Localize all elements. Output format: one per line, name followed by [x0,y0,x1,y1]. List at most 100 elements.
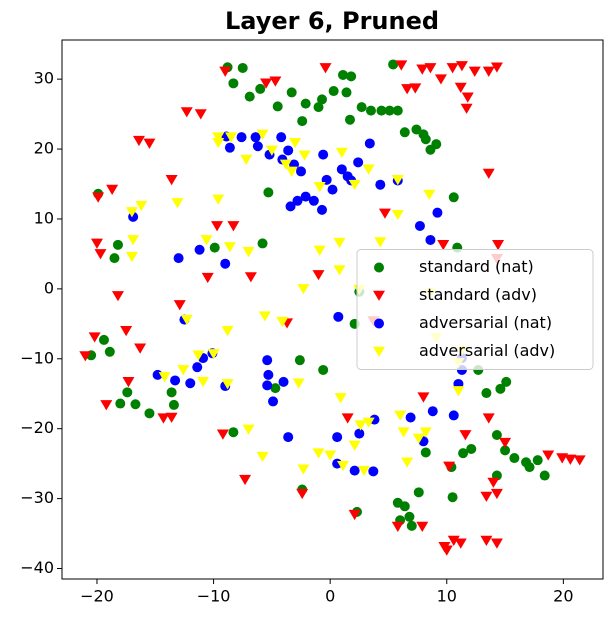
point [420,447,431,458]
x-tick-label: −10 [197,587,231,606]
point [125,251,138,263]
y-tick-label: −30 [20,488,54,507]
point [268,396,279,407]
point [192,350,205,361]
point [500,445,511,456]
point [424,63,437,74]
point [334,393,347,404]
point [448,192,459,203]
point [399,127,410,138]
point [212,137,225,149]
y-tick-label: 30 [34,69,54,88]
point [111,291,124,302]
point [336,164,347,175]
point [461,92,474,103]
point [112,239,123,250]
point [207,349,220,360]
point [296,166,307,177]
point [404,511,415,522]
point [336,460,349,472]
point [225,132,238,143]
point [219,66,232,77]
point [180,107,193,118]
point [458,448,469,459]
point [454,538,467,549]
point [256,129,269,140]
point [492,240,505,251]
point [401,84,414,95]
legend-marker [373,290,385,301]
point [419,427,432,438]
point [417,392,430,403]
point [252,141,263,152]
point [427,406,438,417]
point [348,179,361,191]
point [412,433,425,444]
legend: standard (nat) standard (adv) adversarial … [356,249,594,370]
point [495,383,506,394]
point [394,410,407,421]
point [324,450,337,461]
point [200,235,213,246]
point [448,410,459,421]
point [122,377,135,388]
point [130,399,141,410]
point [357,465,370,477]
point [308,195,319,206]
legend-label: standard (adv) [419,285,537,304]
point [432,207,443,218]
point [341,413,354,424]
point [353,157,364,168]
point [166,387,177,398]
point [212,132,225,143]
point [480,535,493,546]
point [399,501,410,512]
point [319,63,332,74]
point [262,380,273,391]
point [244,91,255,102]
point [318,364,329,375]
point [414,220,425,231]
point [242,247,255,258]
point [192,362,203,373]
point [122,387,133,398]
point [434,74,447,85]
point [365,105,376,116]
point [349,465,360,476]
point [125,207,138,218]
point [413,487,424,498]
point [257,238,268,249]
point [362,164,375,175]
point [98,334,109,345]
point [92,192,105,203]
point [317,94,328,105]
point [272,101,283,112]
point [224,142,235,153]
point [328,86,339,97]
point [482,66,495,77]
legend-marker [374,318,384,329]
legend-box [356,249,594,370]
point [375,179,386,190]
point [333,237,346,249]
point [239,474,252,486]
point [374,237,387,248]
point [378,208,391,219]
point [337,69,348,80]
point [384,105,395,116]
point [573,455,586,466]
point [170,375,181,386]
point [468,66,481,77]
point [391,521,404,532]
legend-label: adversarial (nat) [419,313,552,332]
point [425,234,436,245]
point [466,443,477,454]
point [79,351,92,362]
point [333,311,344,322]
point [158,372,171,383]
point [106,184,119,196]
point [244,272,257,283]
point [490,488,503,500]
point [491,429,502,440]
